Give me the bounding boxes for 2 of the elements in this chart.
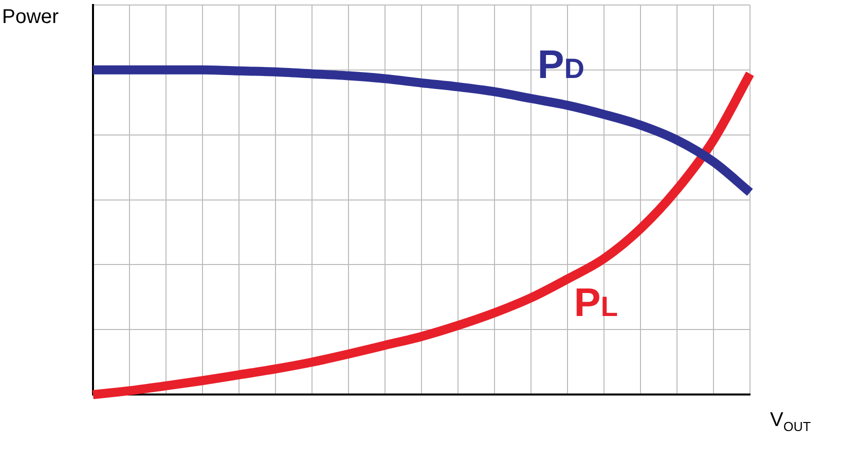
y-axis-title: Power — [2, 6, 59, 29]
x-axis-title: V$_{OUT}$ — [770, 408, 811, 434]
